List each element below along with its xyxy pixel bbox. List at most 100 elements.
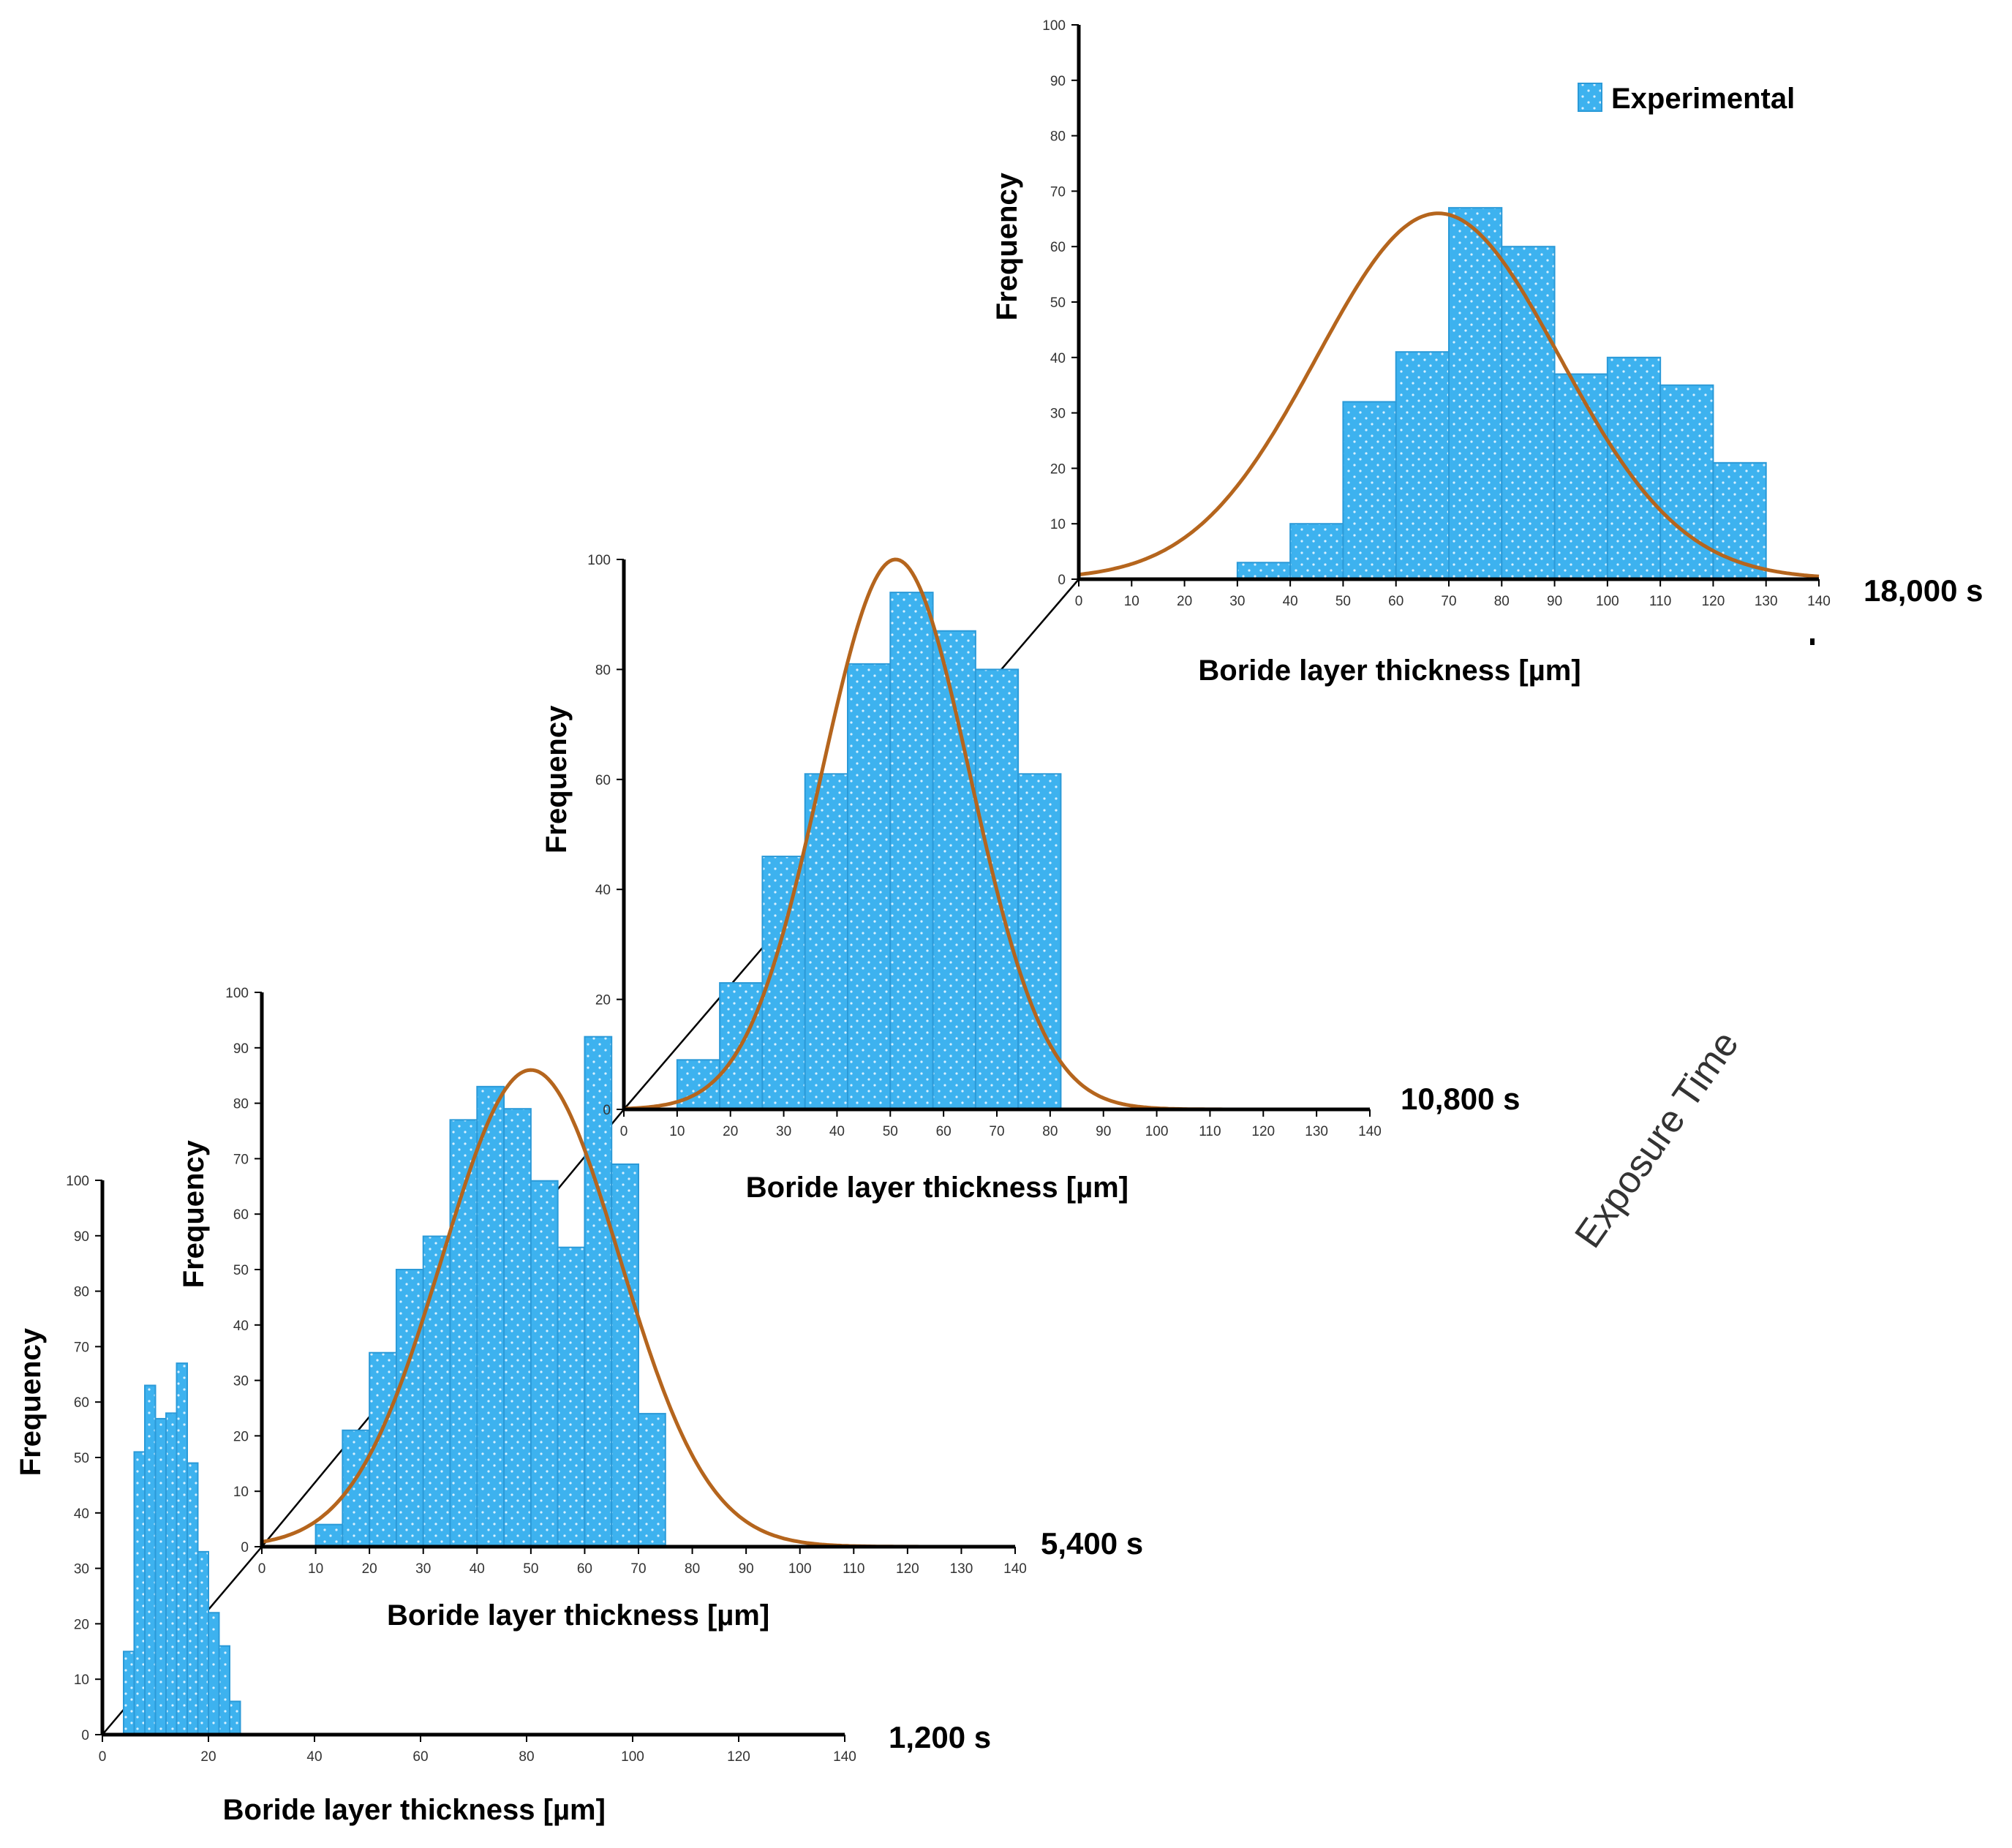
x-tick-label: 0: [258, 1561, 266, 1577]
x-tick-label: 60: [1388, 594, 1403, 609]
x-tick-label: 10: [308, 1561, 323, 1577]
histogram-bar: [1017, 773, 1062, 1111]
y-tick-label: 20: [595, 993, 611, 1008]
histogram-bar: [197, 1550, 209, 1736]
histogram-bar: [1395, 351, 1450, 580]
x-tick-label: 20: [362, 1561, 377, 1577]
histogram-bar: [611, 1163, 640, 1547]
histogram-bar: [1553, 373, 1608, 580]
y-tick-label: 20: [1050, 461, 1066, 477]
y-tick-label: 80: [233, 1097, 249, 1112]
histogram-bar: [676, 1059, 721, 1110]
x-tick-label: 70: [989, 1124, 1004, 1139]
x-tick-label: 20: [723, 1124, 738, 1139]
exposure-time-label: Exposure Time: [1567, 1024, 1747, 1256]
histogram-bar: [123, 1651, 135, 1736]
y-tick-label: 50: [1050, 295, 1066, 311]
x-tick-label: 40: [470, 1561, 485, 1577]
y-tick-label: 70: [1050, 184, 1066, 200]
x-axis-title: Boride layer thickness [µm]: [746, 1172, 1129, 1204]
x-tick-label: 80: [685, 1561, 700, 1577]
y-tick-label: 10: [233, 1485, 249, 1500]
y-tick-label: 60: [595, 773, 611, 788]
y-tick-label: 0: [603, 1103, 611, 1118]
legend-swatch: [1578, 83, 1602, 112]
y-tick-label: 40: [74, 1506, 89, 1522]
y-tick-label: 90: [233, 1041, 249, 1057]
y-tick-label: 80: [1050, 129, 1066, 145]
x-tick-label: 60: [577, 1561, 592, 1577]
y-tick-label: 70: [233, 1152, 249, 1167]
x-tick-label: 10: [669, 1124, 685, 1139]
x-tick-label: 130: [1755, 594, 1778, 609]
y-tick-label: 40: [595, 883, 611, 898]
x-tick-label: 130: [950, 1561, 973, 1577]
histogram-bar: [847, 663, 892, 1110]
y-axis-title: Frequency: [15, 1327, 47, 1476]
histogram-bar: [154, 1417, 167, 1735]
y-tick-label: 60: [233, 1207, 249, 1223]
x-tick-label: 120: [1251, 1124, 1275, 1139]
x-tick-label: 140: [1358, 1124, 1382, 1139]
x-tick-label: 110: [843, 1561, 864, 1577]
y-tick-label: 90: [1050, 74, 1066, 89]
x-tick-label: 90: [1096, 1124, 1111, 1139]
y-tick-label: 0: [241, 1540, 249, 1555]
histogram-bar: [1659, 384, 1714, 580]
histogram-bar: [229, 1700, 241, 1736]
histogram-bar: [176, 1362, 188, 1735]
x-tick-label: 120: [896, 1561, 919, 1577]
y-axis-title: Frequency: [178, 1139, 210, 1288]
y-tick-label: 30: [233, 1374, 249, 1389]
histogram-bar: [218, 1645, 230, 1735]
x-tick-label: 20: [1177, 594, 1192, 609]
x-tick-label: 120: [727, 1749, 750, 1765]
histogram-bar: [422, 1235, 451, 1548]
exposure-time-value: 5,400 s: [1041, 1526, 1143, 1561]
x-tick-label: 40: [306, 1749, 322, 1765]
exposure-time-value: 18,000 s: [1864, 573, 1983, 608]
x-tick-label: 110: [1649, 594, 1671, 609]
x-tick-label: 140: [1003, 1561, 1027, 1577]
y-tick-label: 100: [1042, 18, 1066, 34]
exposure-time-value: 1,200 s: [889, 1720, 991, 1754]
y-tick-label: 0: [81, 1728, 89, 1743]
y-tick-label: 10: [74, 1672, 89, 1688]
x-tick-label: 80: [519, 1749, 534, 1765]
histogram-bar: [530, 1180, 559, 1547]
x-tick-label: 0: [620, 1124, 628, 1139]
y-tick-label: 0: [1058, 573, 1066, 588]
x-tick-label: 130: [1305, 1124, 1328, 1139]
histogram-bar: [186, 1462, 199, 1735]
histogram-panel-1: 0 20 40 60 80 100 120 1400102030405060708090100…: [15, 1174, 991, 1826]
x-tick-label: 30: [1229, 594, 1245, 609]
legend-label: Experimental: [1611, 83, 1795, 115]
exposure-time-value: 10,800 s: [1401, 1082, 1521, 1116]
x-tick-label: 100: [1596, 594, 1619, 609]
y-tick-label: 30: [1050, 407, 1066, 422]
histogram-bar: [1236, 562, 1292, 581]
histogram-bar: [638, 1413, 666, 1547]
y-tick-label: 40: [233, 1319, 249, 1334]
x-tick-label: 120: [1702, 594, 1725, 609]
x-tick-label: 60: [936, 1124, 952, 1139]
x-tick-label: 50: [523, 1561, 538, 1577]
histogram-bar: [889, 592, 934, 1110]
y-tick-label: 60: [74, 1395, 89, 1411]
histogram-bar: [165, 1412, 178, 1735]
histogram-bar: [1448, 207, 1503, 580]
histogram-panel-4: 0 10 20 30 40 50 60 70 80 90 100 110 120 130 140 0 10 20 3…: [991, 18, 1983, 687]
x-tick-label: 100: [788, 1561, 812, 1577]
x-tick-label: 50: [883, 1124, 898, 1139]
x-tick-label: 140: [833, 1749, 856, 1765]
histogram-panel-3: 0 10 20 30 40 50 60 70 80 90 100 110 120 130 140020406…: [540, 553, 1521, 1204]
x-tick-label: 70: [1441, 594, 1456, 609]
x-tick-label: 40: [829, 1124, 845, 1139]
histogram-bar: [144, 1384, 157, 1735]
x-tick-label: 0: [99, 1749, 107, 1765]
stray-dot: [1810, 638, 1815, 645]
y-tick-label: 100: [66, 1174, 89, 1189]
histogram-bar: [1501, 246, 1556, 580]
x-tick-label: 90: [1547, 594, 1562, 609]
